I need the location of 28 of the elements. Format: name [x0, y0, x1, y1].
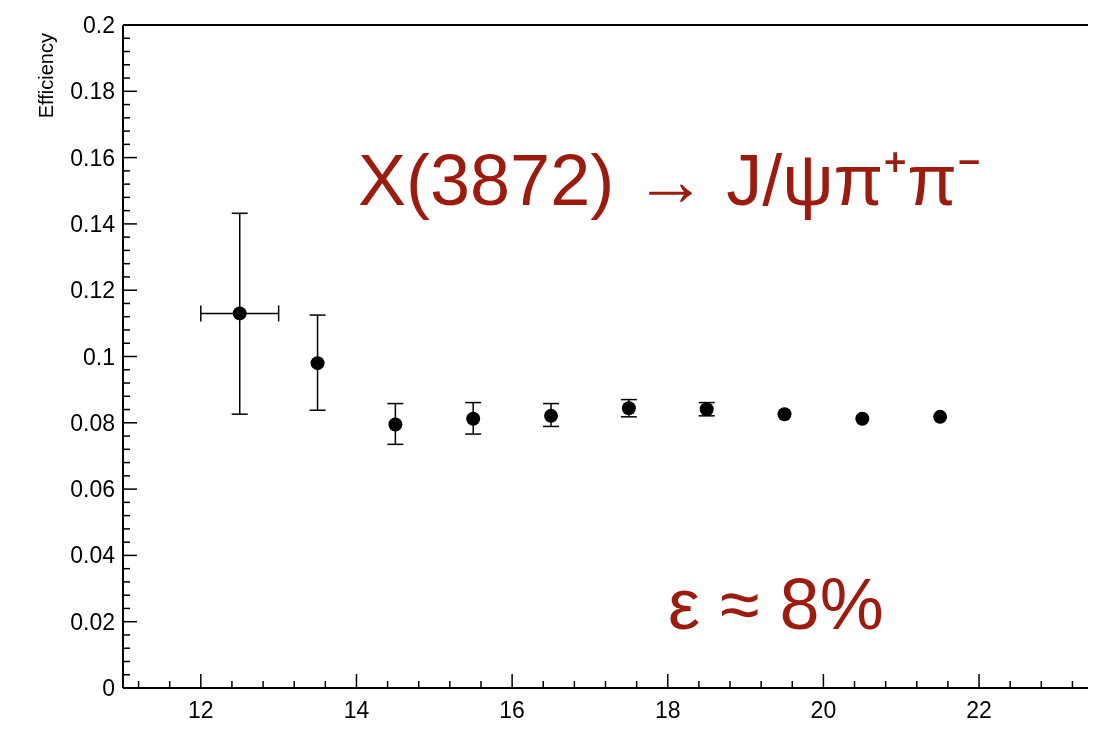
x-tick-label: 12: [188, 697, 214, 723]
x-tick-label: 14: [343, 697, 370, 723]
y-tick-label: 0.1: [83, 343, 115, 370]
point: [855, 411, 870, 426]
x-tick-label: 16: [499, 697, 525, 723]
x-tick-label: 22: [966, 697, 992, 723]
point: [933, 409, 948, 424]
y-tick-label: 0.02: [70, 608, 115, 635]
point: [544, 408, 559, 423]
annotation: ε ≈ 8%: [668, 563, 884, 645]
point: [388, 417, 403, 432]
y-tick-label: 0.18: [70, 78, 115, 105]
x-tick-label: 20: [810, 697, 837, 723]
point: [466, 411, 481, 426]
point: [777, 407, 792, 422]
y-tick-label: 0.08: [70, 409, 115, 436]
point: [232, 306, 247, 321]
x-tick-label: 18: [654, 697, 681, 723]
y-axis-title: Efficiency: [35, 33, 57, 119]
annotation: X(3872) → J/ψπ⁺π⁻: [358, 139, 981, 222]
y-tick-label: 0.14: [70, 210, 116, 237]
y-tick-label: 0.04: [70, 542, 116, 569]
y-tick-label: 0.16: [70, 144, 115, 171]
y-tick-label: 0.12: [70, 277, 115, 304]
point: [310, 356, 325, 371]
y-tick-label: 0: [102, 675, 115, 701]
y-tick-label: 0.2: [83, 12, 115, 38]
y-tick-label: 0.06: [70, 476, 115, 503]
